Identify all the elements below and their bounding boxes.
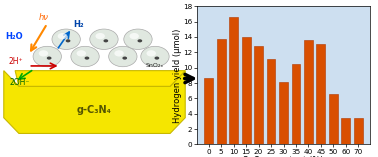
Ellipse shape xyxy=(47,57,51,60)
Text: 2OH⁻: 2OH⁻ xyxy=(9,78,30,87)
Bar xyxy=(279,82,288,144)
Bar xyxy=(254,46,263,144)
Ellipse shape xyxy=(122,57,127,60)
Ellipse shape xyxy=(52,29,80,49)
Ellipse shape xyxy=(33,46,62,67)
Ellipse shape xyxy=(66,39,70,42)
Ellipse shape xyxy=(129,33,139,39)
Ellipse shape xyxy=(77,50,86,57)
Ellipse shape xyxy=(39,50,48,57)
Text: g-C₃N₄: g-C₃N₄ xyxy=(77,105,112,115)
Bar xyxy=(316,44,325,144)
Polygon shape xyxy=(15,71,185,86)
Bar xyxy=(229,17,238,144)
Bar xyxy=(217,38,226,144)
Ellipse shape xyxy=(90,29,118,49)
Bar xyxy=(329,94,338,144)
Ellipse shape xyxy=(138,39,142,42)
X-axis label: SnO₂-x content (%): SnO₂-x content (%) xyxy=(243,156,324,157)
Ellipse shape xyxy=(155,57,159,60)
Text: H₂O: H₂O xyxy=(6,32,23,41)
Text: H₂: H₂ xyxy=(74,20,84,29)
Ellipse shape xyxy=(71,46,99,67)
Ellipse shape xyxy=(109,46,137,67)
Bar xyxy=(354,118,363,144)
Y-axis label: Hydrogen yield (μmol): Hydrogen yield (μmol) xyxy=(173,28,182,123)
Bar xyxy=(267,59,276,144)
Ellipse shape xyxy=(57,33,67,39)
Ellipse shape xyxy=(85,57,89,60)
Ellipse shape xyxy=(95,33,105,39)
Ellipse shape xyxy=(114,50,124,57)
Bar xyxy=(341,118,350,144)
Ellipse shape xyxy=(146,50,156,57)
Text: 2H⁺: 2H⁺ xyxy=(8,57,23,66)
Ellipse shape xyxy=(104,39,108,42)
Text: hν: hν xyxy=(39,13,48,22)
Bar xyxy=(242,37,251,144)
Polygon shape xyxy=(4,71,185,133)
Text: SnO₂ₓ: SnO₂ₓ xyxy=(146,63,164,68)
Ellipse shape xyxy=(124,29,152,49)
Bar xyxy=(304,40,313,144)
Ellipse shape xyxy=(141,46,169,67)
Bar xyxy=(291,64,300,144)
Bar xyxy=(204,78,213,144)
